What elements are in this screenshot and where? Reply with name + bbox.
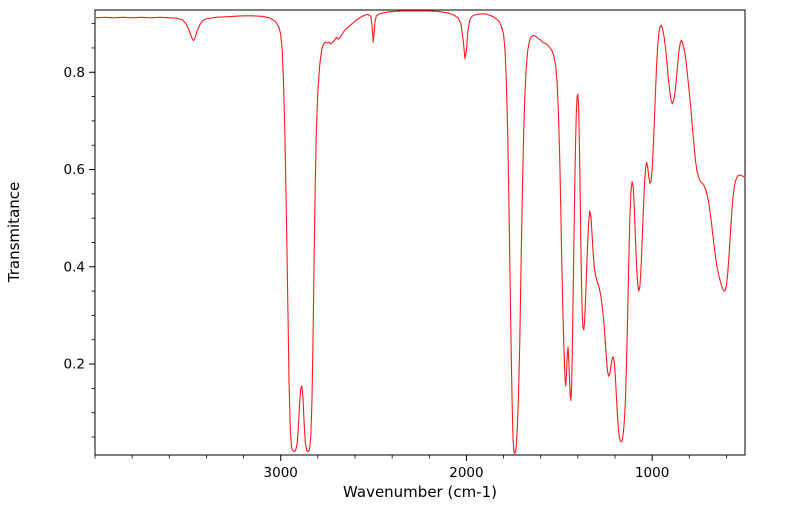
y-axis-label: Transmitance	[5, 182, 23, 283]
x-tick-label: 2000	[449, 465, 483, 481]
y-tick-label: 0.6	[64, 162, 85, 178]
x-axis-label: Wavenumber (cm-1)	[343, 483, 497, 501]
x-tick-label: 3000	[264, 465, 298, 481]
spectrum-line	[94, 10, 746, 455]
y-tick-label: 0.2	[64, 357, 85, 373]
plot-content: 3000 2000 1000 0.2 0.4 0.6 0.8	[64, 10, 746, 481]
plot-frame	[94, 9, 746, 456]
y-tick-label: 0.4	[64, 259, 85, 275]
y-tick-label: 0.8	[64, 65, 85, 81]
x-tick-label: 1000	[635, 465, 669, 481]
